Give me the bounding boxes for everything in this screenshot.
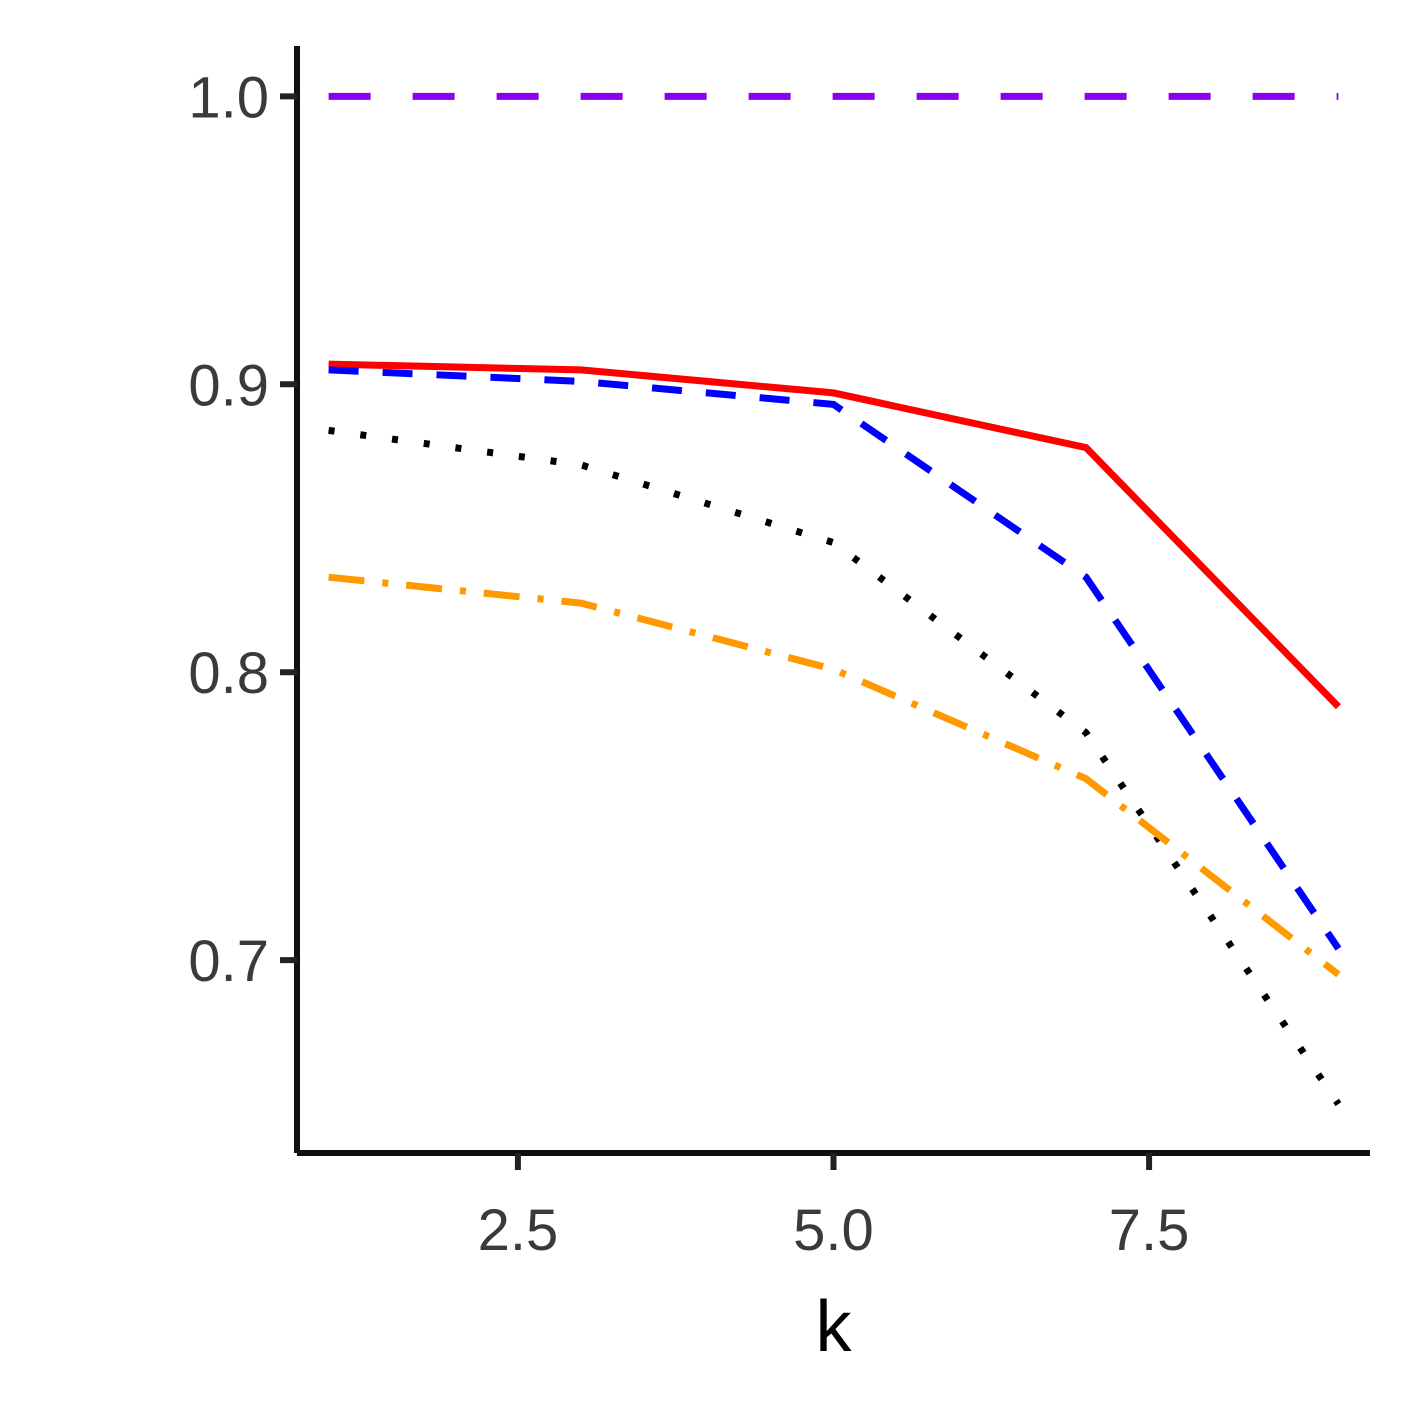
series-line-3 xyxy=(328,366,1342,951)
y-tick-label: 0.8 xyxy=(188,641,269,706)
x-axis-title: k xyxy=(816,1287,853,1367)
series-layer xyxy=(328,92,1342,1107)
axes-layer xyxy=(294,46,1370,1156)
series-line-4 xyxy=(328,426,1342,1107)
series-line-5 xyxy=(328,573,1341,978)
y-tick-label: 0.7 xyxy=(188,929,269,994)
ticks-layer: 0.7 0.8 0.9 1.0 2.5 5.0 7.5 xyxy=(188,65,1189,1263)
y-tick-label: 0.9 xyxy=(188,353,269,418)
x-tick-label: 7.5 xyxy=(1109,1198,1190,1263)
x-tick-label: 2.5 xyxy=(478,1198,559,1263)
series-line-2 xyxy=(328,360,1341,710)
y-tick-label: 1.0 xyxy=(188,65,269,130)
x-tick-label: 5.0 xyxy=(793,1198,874,1263)
